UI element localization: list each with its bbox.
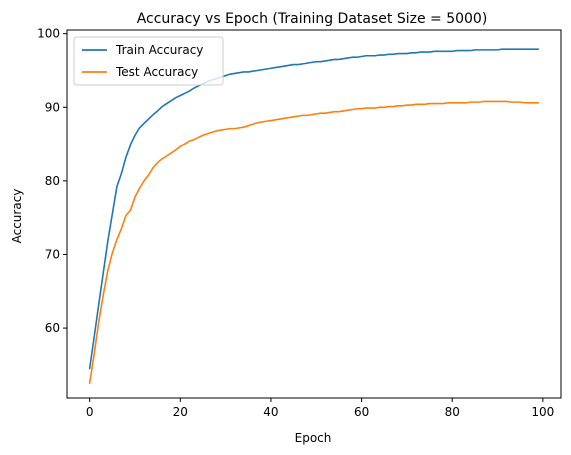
x-tick-label: 20 (173, 405, 188, 419)
x-tick-label: 80 (445, 405, 460, 419)
x-tick-label: 100 (531, 405, 554, 419)
y-tick-label: 80 (45, 174, 60, 188)
legend-label: Test Accuracy (115, 65, 198, 79)
y-axis-label: Accuracy (10, 189, 24, 244)
chart-legend: Train Accuracy Test Accuracy (73, 36, 224, 86)
series-lines (88, 48, 540, 385)
plot-frame (66, 29, 562, 399)
x-axis-label: Epoch (295, 431, 332, 445)
y-tick-label: 100 (37, 27, 60, 41)
x-tick-label: 0 (86, 405, 94, 419)
legend-label: Train Accuracy (115, 43, 203, 57)
y-tick-label: 60 (45, 321, 60, 335)
x-tick-label: 60 (354, 405, 369, 419)
legend-box (73, 36, 224, 86)
y-tick-label: 90 (45, 100, 60, 114)
chart-title: Accuracy vs Epoch (Training Dataset Size… (137, 11, 488, 27)
axis-ticks: 0 20 40 60 80 100 60 70 80 90 100 (37, 27, 554, 419)
y-tick-label: 70 (45, 247, 60, 261)
series-line-test-accuracy (88, 100, 540, 385)
x-tick-label: 40 (263, 405, 278, 419)
series-line-train-accuracy (88, 48, 540, 370)
